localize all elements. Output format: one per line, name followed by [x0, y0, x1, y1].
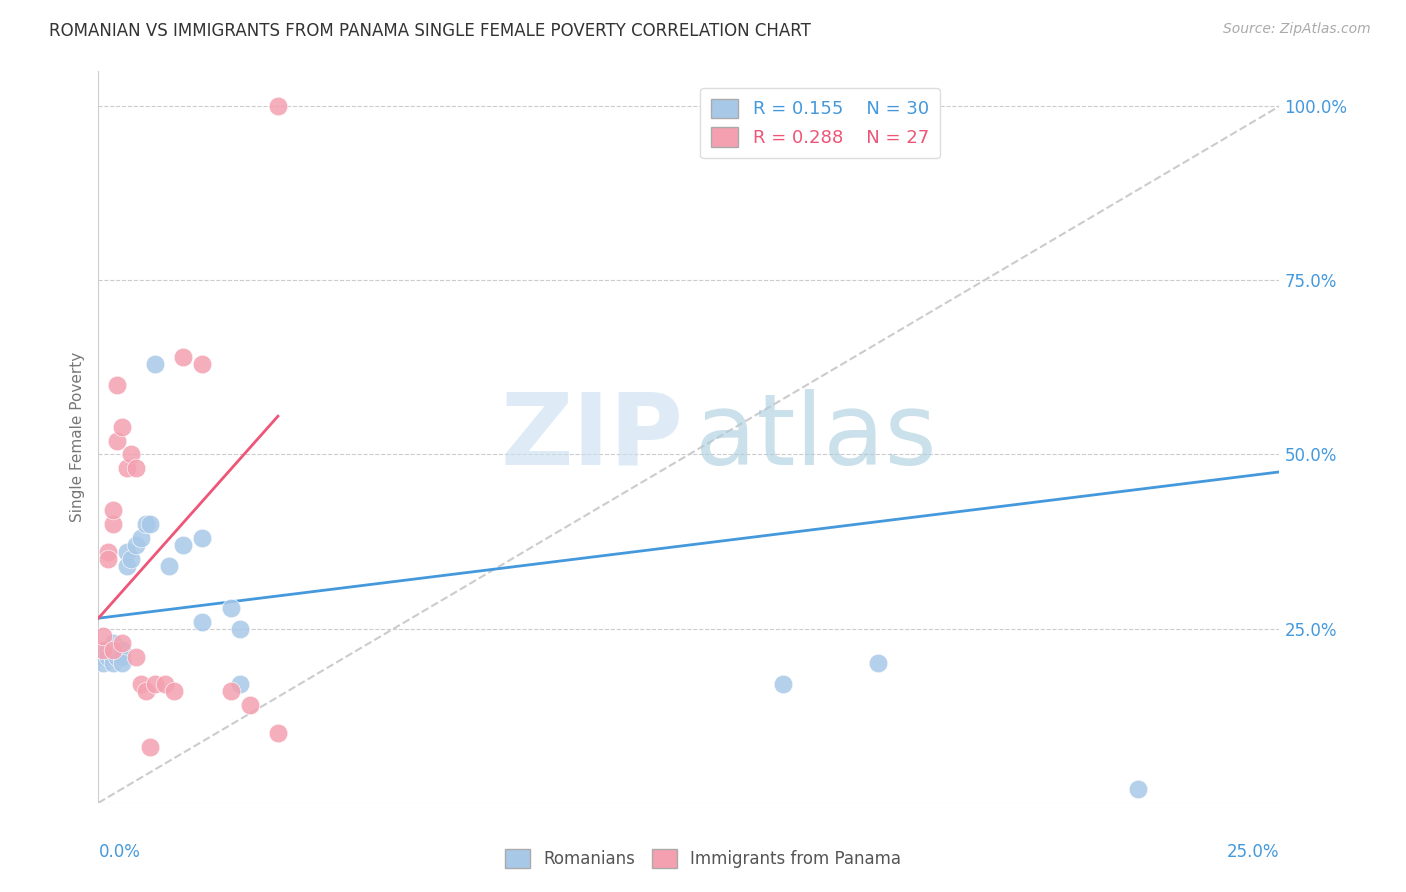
Point: [91, 649, 114, 664]
Point: [111, 657, 134, 671]
Point: [129, 531, 152, 545]
Point: [191, 615, 214, 629]
Point: [91, 657, 114, 671]
Point: [239, 698, 262, 713]
Point: [105, 377, 128, 392]
Point: [172, 350, 194, 364]
Point: [111, 635, 134, 649]
Legend: Romanians, Immigrants from Panama: Romanians, Immigrants from Panama: [498, 843, 908, 875]
Point: [97, 545, 120, 559]
Point: [191, 357, 214, 371]
Point: [111, 419, 134, 434]
Point: [101, 503, 124, 517]
Point: [111, 649, 134, 664]
Point: [125, 649, 148, 664]
Point: [97, 642, 120, 657]
Point: [866, 657, 889, 671]
Point: [105, 642, 128, 657]
Point: [115, 558, 138, 573]
Point: [191, 531, 214, 545]
Text: Source: ZipAtlas.com: Source: ZipAtlas.com: [1223, 22, 1371, 37]
Point: [91, 642, 114, 657]
Point: [219, 684, 242, 698]
Point: [121, 552, 143, 566]
Point: [101, 649, 124, 664]
Point: [772, 677, 794, 691]
Point: [229, 622, 252, 636]
Point: [153, 677, 176, 691]
Point: [267, 99, 290, 113]
Point: [163, 684, 186, 698]
Point: [1126, 781, 1149, 796]
Point: [125, 538, 148, 552]
Point: [115, 545, 138, 559]
Point: [143, 677, 166, 691]
Point: [91, 629, 114, 643]
Point: [101, 657, 124, 671]
Point: [267, 726, 290, 740]
Point: [229, 677, 252, 691]
Text: 25.0%: 25.0%: [1227, 843, 1279, 861]
Point: [172, 538, 194, 552]
Point: [101, 642, 124, 657]
Point: [125, 461, 148, 475]
Y-axis label: Single Female Poverty: Single Female Poverty: [69, 352, 84, 522]
Point: [135, 684, 157, 698]
Point: [97, 649, 120, 664]
Point: [111, 642, 134, 657]
Point: [129, 677, 152, 691]
Legend: R = 0.155    N = 30, R = 0.288    N = 27: R = 0.155 N = 30, R = 0.288 N = 27: [700, 87, 939, 158]
Text: ZIP: ZIP: [501, 389, 683, 485]
Point: [143, 357, 166, 371]
Point: [105, 649, 128, 664]
Point: [135, 517, 157, 532]
Point: [101, 635, 124, 649]
Point: [139, 517, 162, 532]
Point: [115, 461, 138, 475]
Text: atlas: atlas: [695, 389, 936, 485]
Text: 0.0%: 0.0%: [98, 843, 141, 861]
Point: [219, 600, 242, 615]
Point: [101, 517, 124, 532]
Point: [121, 448, 143, 462]
Point: [105, 434, 128, 448]
Point: [97, 552, 120, 566]
Text: ROMANIAN VS IMMIGRANTS FROM PANAMA SINGLE FEMALE POVERTY CORRELATION CHART: ROMANIAN VS IMMIGRANTS FROM PANAMA SINGL…: [49, 22, 811, 40]
Point: [157, 558, 180, 573]
Point: [139, 740, 162, 755]
